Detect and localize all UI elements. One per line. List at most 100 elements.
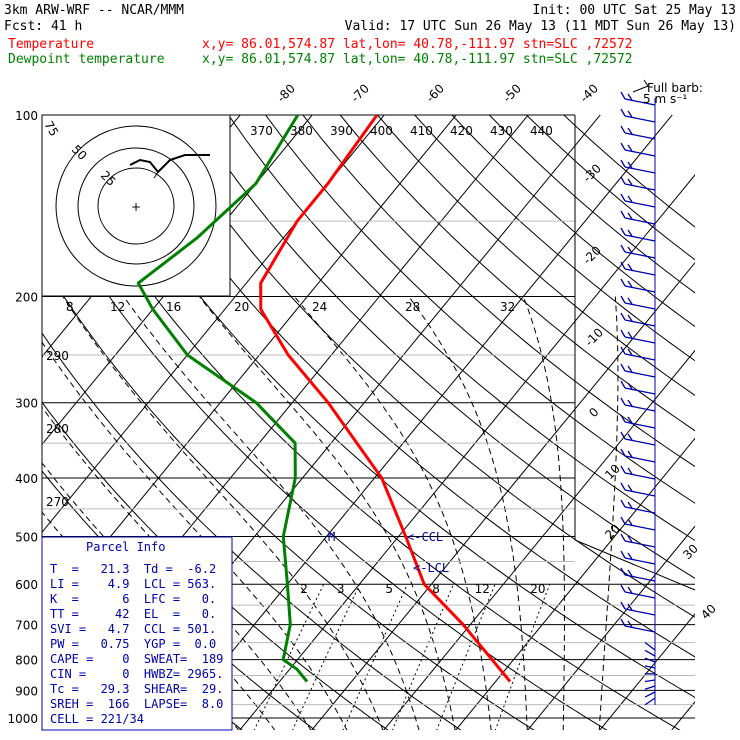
mixing-ratio-line — [494, 584, 551, 730]
barb-flag — [620, 312, 626, 321]
wind-barb — [620, 618, 656, 633]
barb-flag — [620, 533, 626, 542]
hodograph: 75 50 25 + — [41, 114, 231, 297]
isotherm-label: -50 — [500, 81, 524, 105]
dewpoint-profile — [136, 115, 309, 683]
theta-side-label: 270 — [46, 495, 69, 509]
wind-barb — [620, 261, 656, 276]
barb-flag — [627, 603, 633, 611]
barb-staff — [624, 302, 656, 310]
hodograph-ring-25 — [97, 167, 175, 245]
mixing-ratio-label: 2 — [300, 582, 308, 596]
barb-staff — [624, 404, 656, 412]
parcel-info-row: SVI = 4.7 CCL = 501. — [50, 622, 216, 636]
barb-staff — [624, 166, 656, 174]
barb-flag — [620, 584, 626, 593]
barb-staff — [624, 591, 656, 599]
init-time: Init: 00 UTC Sat 25 May 13 — [533, 3, 737, 18]
dry-adiabat — [339, 115, 695, 432]
wind-barb — [620, 499, 656, 514]
barb-flag — [627, 331, 633, 339]
lcl-marker: <-LCL — [413, 561, 449, 575]
wind-barb — [620, 397, 656, 412]
theta-label: 390 — [330, 124, 353, 138]
barb-flag — [627, 552, 633, 560]
dewpoint-location: x,y= 86.01,574.87 lat,lon= 40.78,-111.97… — [202, 52, 632, 67]
barb-flag — [620, 397, 626, 406]
moist-adiabat — [294, 296, 492, 730]
barb-flag — [620, 261, 626, 270]
barb-flag — [627, 501, 633, 509]
mixing-ratio-label: 3 — [337, 582, 345, 596]
barb-staff — [624, 608, 656, 616]
barb-flag — [620, 176, 626, 185]
wind-barb-low — [644, 685, 656, 690]
wind-barb — [620, 176, 656, 191]
wind-barb — [620, 142, 656, 157]
moist-adiabat — [42, 341, 348, 730]
hodograph-center-marker: + — [131, 200, 141, 214]
moist-adiabat — [598, 296, 619, 730]
wind-barb — [620, 91, 656, 106]
theta-label: 380 — [290, 124, 313, 138]
barb-flag — [627, 263, 633, 271]
mixing-ratio-line — [292, 583, 361, 730]
barb-flag — [627, 178, 633, 186]
wind-barb-low — [644, 657, 656, 663]
barb-staff — [624, 336, 656, 344]
barb-flag — [627, 195, 633, 203]
wind-barb — [620, 363, 656, 378]
wind-barb — [620, 227, 656, 242]
wind-barb — [620, 159, 656, 174]
barb-flag — [627, 467, 633, 475]
wind-barb — [620, 312, 656, 327]
barb-staff — [624, 353, 656, 361]
moist-adiabat — [522, 296, 565, 730]
wind-barb — [620, 431, 656, 446]
barb-flag — [620, 193, 626, 202]
theta-label: 430 — [490, 124, 513, 138]
pressure-label-200: 200 — [15, 291, 38, 305]
theta-label: 440 — [530, 124, 553, 138]
valid-time: Valid: 17 UTC Sun 26 May 13 (11 MDT Sun … — [345, 19, 736, 34]
barb-flag — [627, 518, 633, 526]
wind-barb — [620, 193, 656, 208]
barb-staff — [624, 234, 656, 242]
wind-barb-low — [644, 679, 656, 683]
theta-label: 400 — [370, 124, 393, 138]
model-title: 3km ARW-WRF -- NCAR/MMM — [4, 3, 184, 18]
mixing-ratio-line — [436, 584, 496, 730]
dry-adiabat — [563, 115, 695, 228]
isotherm-label: 30 — [680, 541, 701, 562]
parcel-info-box: Parcel Info T = 21.3 Td = -6.2LI = 4.9 L… — [41, 536, 233, 731]
parcel-info-row: Tc = 29.3 SHEAR= 29. — [50, 682, 223, 696]
hodograph-speed-label: 16 — [166, 300, 181, 314]
pressure-label-900: 900 — [15, 684, 38, 698]
barb-flag — [620, 108, 626, 117]
wind-barb — [620, 346, 656, 361]
barb-staff — [624, 251, 656, 259]
barb-staff — [624, 200, 656, 208]
barb-flag — [627, 314, 633, 322]
temperature-location: x,y= 86.01,574.87 lat,lon= 40.78,-111.97… — [202, 37, 632, 52]
barb-flag — [620, 91, 626, 100]
theta-side-label: 290 — [46, 349, 69, 363]
wind-barb — [620, 516, 656, 531]
barb-flag — [620, 363, 626, 372]
parcel-info-row: K = 6 LFC = 0. — [50, 592, 216, 606]
wind-barb — [620, 380, 656, 395]
parcel-info-row: CIN = 0 HWBZ= 2965. — [50, 667, 223, 681]
temperature-profile — [259, 115, 512, 683]
barb-flag — [627, 246, 633, 254]
wind-barb-low — [644, 649, 656, 657]
barb-flag — [620, 329, 626, 338]
parcel-info-row: PW = 0.75 YGP = 0.0 — [50, 637, 216, 651]
wind-barb — [620, 448, 656, 463]
barb-staff — [624, 285, 656, 293]
dry-adiabat — [376, 115, 695, 396]
mixing-ratio-label: 8 — [432, 582, 440, 596]
barb-legend-units: 5 m s⁻¹ — [643, 92, 688, 106]
isotherm-line — [167, 115, 673, 730]
barb-flag — [627, 382, 633, 390]
barb-staff — [624, 387, 656, 395]
